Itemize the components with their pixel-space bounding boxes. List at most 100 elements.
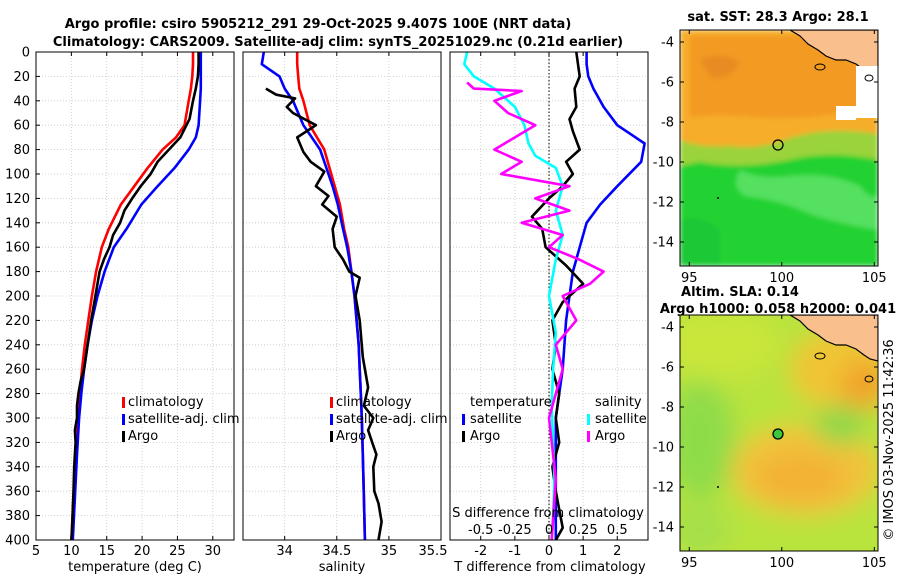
sst-island — [864, 74, 874, 82]
sst-argo-position — [772, 139, 784, 151]
salinity-series — [260, 52, 383, 540]
sst-island — [814, 63, 826, 71]
map-y-tick-label: -4 — [661, 321, 674, 336]
depth-tick-label: 140 — [5, 216, 30, 231]
legend-swatch-argo — [122, 431, 125, 442]
salinity-xtick-extra: 35.5 — [419, 544, 448, 559]
series-argo — [265, 87, 383, 540]
depth-tick-label: 20 — [13, 70, 30, 85]
legend-label-t-argo: Argo — [470, 429, 500, 444]
sla-map-ticks: 95 100 105 -4 -6 -8 -10 -12 -14 — [653, 315, 887, 571]
depth-tick-label: 60 — [13, 119, 30, 134]
sst-cloud-mask — [856, 66, 878, 118]
figure-title-line1: Argo profile: csiro 5905212_291 29-Oct-2… — [65, 17, 572, 32]
depth-tick-label: 360 — [5, 485, 30, 500]
depth-tick-label: 280 — [5, 387, 30, 402]
x-tick-label: 30 — [205, 544, 222, 559]
series-argo — [70, 52, 200, 540]
legend-swatch-s-argo — [587, 431, 590, 442]
salinity-panel: 34 34.5 35 35.5 salinity climatology satel… — [242, 51, 448, 575]
x-tick-label: 1 — [579, 544, 587, 559]
map-y-tick-label: -12 — [653, 196, 674, 211]
depth-tick-label: 180 — [5, 265, 30, 280]
map-x-tick-label: 100 — [769, 556, 794, 571]
x-tick-label: 15 — [98, 544, 115, 559]
sla-map-subtitle: Argo h1000: 0.058 h2000: 0.041 — [660, 302, 896, 317]
x-tick-label: 0 — [545, 544, 553, 559]
depth-tick-label: 400 — [5, 534, 30, 549]
map-y-tick-label: -12 — [653, 481, 674, 496]
x-tick-label: 25 — [169, 544, 186, 559]
depth-tick-label: 160 — [5, 241, 30, 256]
series-climatology — [70, 52, 195, 540]
depth-tick-label: 240 — [5, 338, 30, 353]
s-tick-label: 0.5 — [607, 523, 628, 538]
map-y-tick-label: -10 — [653, 156, 674, 171]
sla-map-title: Altim. SLA: 0.14 — [681, 285, 799, 300]
s-tick-label: 0.25 — [569, 523, 598, 538]
legend-swatch-climatology — [330, 397, 333, 408]
s-tick-label: -0.25 — [498, 523, 532, 538]
map-x-tick-label: 95 — [681, 271, 698, 286]
legend-swatch-t-satellite — [462, 414, 465, 425]
figure-title-line2: Climatology: CARS2009. Satellite-adj cli… — [53, 35, 623, 50]
legend-swatch-satellite-adj — [122, 414, 125, 425]
sla-field — [680, 315, 878, 551]
depth-tick-label: 320 — [5, 436, 30, 451]
sst-island-cocos — [717, 197, 719, 199]
x-tick-label: 5 — [32, 544, 40, 559]
t-difference-xlabel: T difference from climatology — [453, 560, 646, 575]
map-y-tick-label: -14 — [653, 521, 674, 536]
temperature-x-ticks: 5 10 15 20 25 30 — [32, 52, 221, 559]
legend-label-climatology: climatology — [128, 395, 204, 410]
x-tick-label: -2 — [474, 544, 487, 559]
depth-y-ticks: 0 20 40 60 80 100 120 140 160 180 200 220 240 260 280 3… — [5, 46, 40, 549]
sst-map-title: sat. SST: 28.3 Argo: 28.1 — [687, 10, 868, 25]
legend-swatch-satellite-adj — [330, 414, 333, 425]
map-x-tick-label: 100 — [769, 271, 794, 286]
s-difference-label: S difference from climatology — [452, 506, 644, 521]
temperature-panel: 5 10 15 20 25 30 0 20 40 60 80 100 120 140 160 180 200 2… — [5, 46, 239, 576]
x-tick-label: 34 — [276, 544, 293, 559]
depth-tick-label: 340 — [5, 460, 30, 475]
x-tick-label: 35 — [381, 544, 398, 559]
difference-legend: temperature satellite Argo salinity sate… — [462, 395, 647, 444]
salinity-axes-box — [242, 51, 442, 541]
timestamp: © IMOS 03-Nov-2025 11:42:36 — [882, 339, 897, 540]
sla-island — [814, 352, 826, 360]
map-x-tick-label: 95 — [681, 556, 698, 571]
x-tick-label: 10 — [63, 544, 80, 559]
depth-tick-label: 200 — [5, 290, 30, 305]
depth-tick-label: 380 — [5, 509, 30, 524]
sst-map: sat. SST: 28.3 Argo: 28.1 95 100 105 -4 -6 -8… — [653, 10, 887, 286]
x-tick-label: -1 — [508, 544, 521, 559]
legend-label-satellite-adj: satellite-adj. clim — [128, 412, 240, 427]
x-tick-label: 20 — [134, 544, 151, 559]
sst-cloud-mask-2 — [836, 106, 856, 120]
map-y-tick-label: -14 — [653, 236, 674, 251]
series-s-argo — [466, 81, 605, 540]
legend-swatch-argo — [330, 431, 333, 442]
sst-map-ticks: 95 100 105 -4 -6 -8 -10 -12 -14 — [653, 30, 887, 286]
series-s-satellite — [463, 52, 564, 540]
map-y-tick-label: -8 — [661, 401, 674, 416]
map-x-tick-label: 105 — [862, 556, 887, 571]
legend-label-t-satellite: satellite — [470, 412, 522, 427]
legend-swatch-t-argo — [462, 431, 465, 442]
sst-field — [680, 30, 878, 266]
legend-label-argo: Argo — [336, 429, 366, 444]
sla-land-sumatra — [788, 315, 878, 362]
map-y-tick-label: -10 — [653, 441, 674, 456]
depth-tick-label: 80 — [13, 143, 30, 158]
temperature-series — [70, 52, 203, 540]
legend-label-s-argo: Argo — [595, 429, 625, 444]
legend-label-climatology: climatology — [336, 395, 412, 410]
s-tick-label: -0.5 — [468, 523, 493, 538]
sla-island-cocos — [717, 486, 719, 488]
difference-panel: -2 -1 0 1 2 -0.5 -0.25 0 0.25 0.5 S difference f… — [449, 51, 649, 575]
sla-island — [864, 375, 874, 383]
legend-label-argo: Argo — [128, 429, 158, 444]
sst-map-frame — [679, 29, 879, 267]
legend-title-temperature: temperature — [470, 395, 552, 410]
